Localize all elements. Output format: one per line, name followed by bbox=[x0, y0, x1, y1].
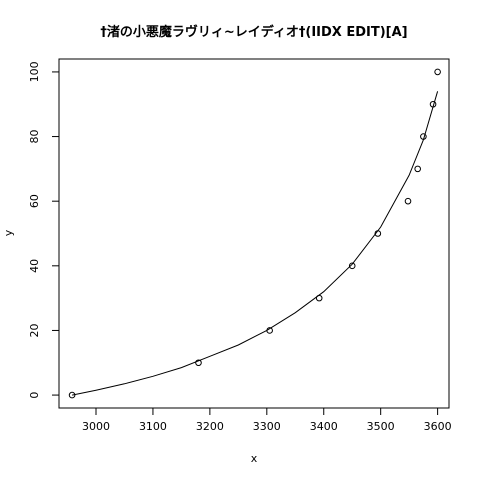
x-tick-label: 3400 bbox=[310, 420, 338, 433]
x-tick-label: 3500 bbox=[367, 420, 395, 433]
data-point bbox=[315, 294, 323, 302]
data-point bbox=[348, 262, 356, 270]
y-tick-label: 60 bbox=[28, 194, 41, 208]
data-point bbox=[420, 133, 427, 140]
x-tick-label: 3300 bbox=[253, 420, 281, 433]
y-tick-label: 0 bbox=[28, 392, 41, 399]
plot-frame bbox=[58, 58, 450, 409]
data-point bbox=[195, 359, 202, 367]
y-tick-label: 40 bbox=[28, 259, 41, 273]
chart-title: †渚の小悪魔ラヴリィ~レイディオ†(IIDX EDIT)[A] bbox=[100, 24, 407, 40]
x-tick-label: 3200 bbox=[196, 420, 224, 433]
y-tick-label: 20 bbox=[28, 323, 41, 337]
x-tick-label: 3600 bbox=[424, 420, 452, 433]
fit-curve bbox=[71, 91, 439, 396]
x-tick-label: 3000 bbox=[82, 420, 110, 433]
y-tick-label: 100 bbox=[28, 61, 41, 82]
data-point bbox=[434, 68, 441, 76]
x-axis: 3000 3100 3200 3300 3400 3500 3600 bbox=[82, 408, 452, 433]
data-point bbox=[68, 391, 76, 399]
data-point bbox=[404, 197, 412, 205]
y-axis: 0 20 40 60 80 100 bbox=[28, 61, 59, 399]
x-axis-label: x bbox=[251, 452, 258, 465]
data-point bbox=[414, 165, 421, 173]
x-tick-label: 3100 bbox=[139, 420, 167, 433]
y-axis-label: y bbox=[2, 229, 15, 236]
data-point bbox=[374, 230, 382, 237]
data-points bbox=[68, 68, 441, 399]
y-tick-label: 80 bbox=[28, 130, 41, 144]
data-point bbox=[429, 100, 437, 108]
data-point bbox=[266, 327, 273, 334]
